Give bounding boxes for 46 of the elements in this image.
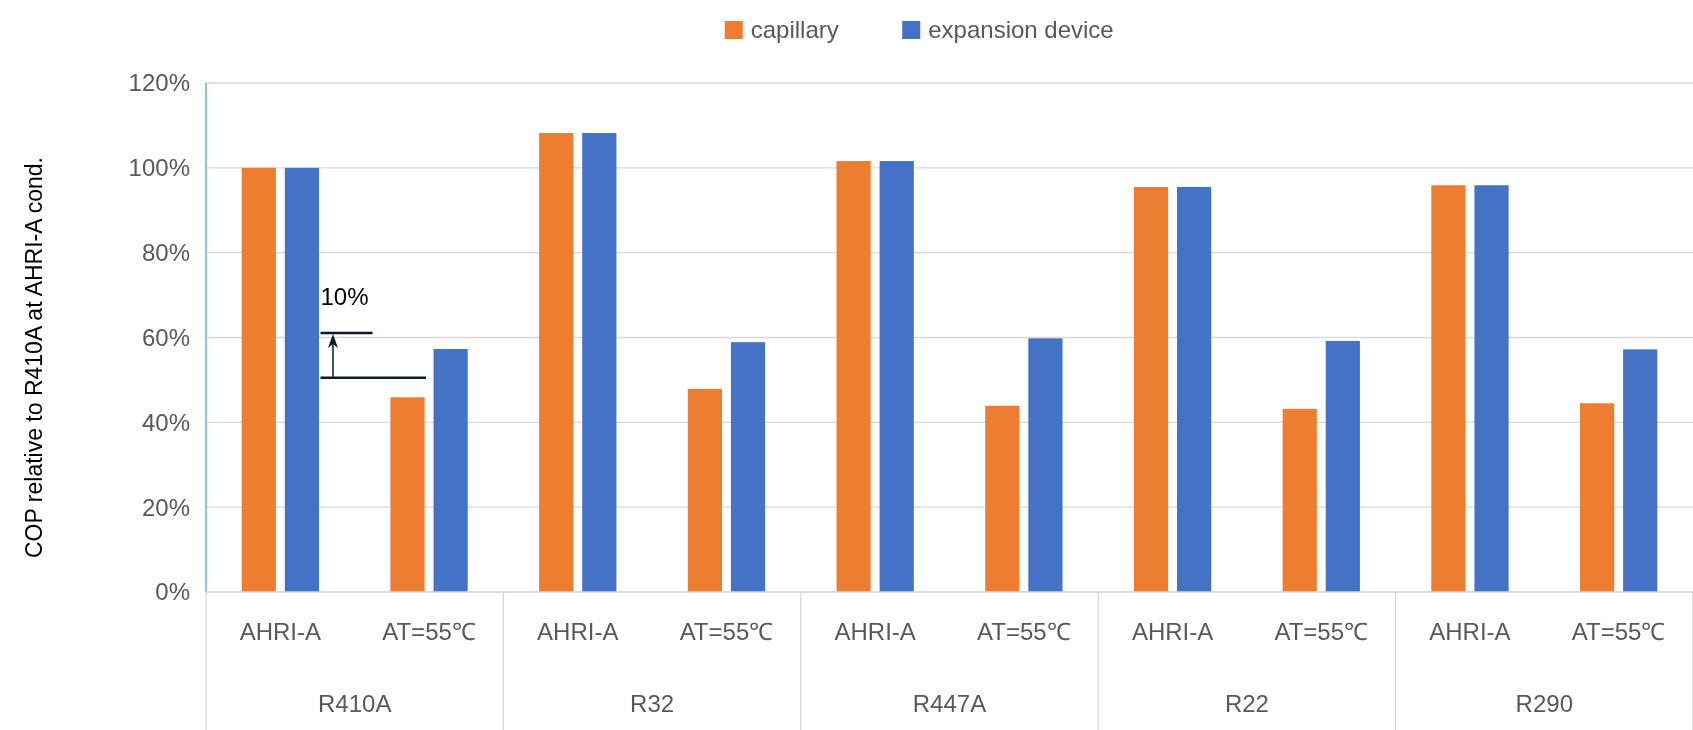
bar [433,348,468,592]
bar [1623,349,1658,592]
bar [985,405,1020,592]
x-tick-label: AHRI-A [1131,618,1214,646]
y-tick-label: 100% [128,154,190,182]
bar [687,388,722,592]
bar [1282,408,1317,592]
y-tick-label: 80% [141,239,190,267]
bar [1028,338,1063,592]
bar [1133,186,1169,592]
bar [539,133,574,592]
y-tick-label: 0% [155,578,190,606]
annotation: 10% [320,282,369,310]
text: R410A [318,690,392,718]
legend-label: capillary [750,16,839,44]
legend-label: expansion device [928,16,1114,44]
y-tick-label: 60% [141,323,190,351]
bar [836,161,871,592]
bar [582,133,617,592]
bar [879,161,914,592]
bar [1177,186,1212,592]
bar [284,167,320,592]
bar [1579,403,1615,592]
bar [1431,185,1466,592]
y-tick-label: 40% [141,408,190,436]
text: R447A [912,690,987,718]
x-tick-label: AHRI-A [239,618,322,646]
x-tick-label: AHRI-A [1429,618,1511,646]
x-tick-label: AHRI-A [834,618,916,646]
y-axis-title: COP relative to R410A at AHRI-A cond. [21,156,47,559]
x-tick-label: AT=55℃ [1571,618,1666,646]
text: R290 [1515,690,1573,718]
bar [241,167,276,592]
x-tick-label: AT=55℃ [382,618,476,646]
bar [730,342,766,592]
y-tick-label: 120% [128,69,190,97]
x-tick-label: AT=55℃ [679,618,774,646]
text: R32 [630,690,675,718]
text: R22 [1224,690,1269,718]
y-tick-label: 20% [141,493,190,521]
x-tick-label: AT=55℃ [977,618,1071,646]
x-tick-label: AHRI-A [537,618,619,646]
bar [1325,340,1360,592]
bar [1474,185,1509,592]
x-tick-label: AT=55℃ [1274,618,1369,646]
bar [390,397,425,592]
